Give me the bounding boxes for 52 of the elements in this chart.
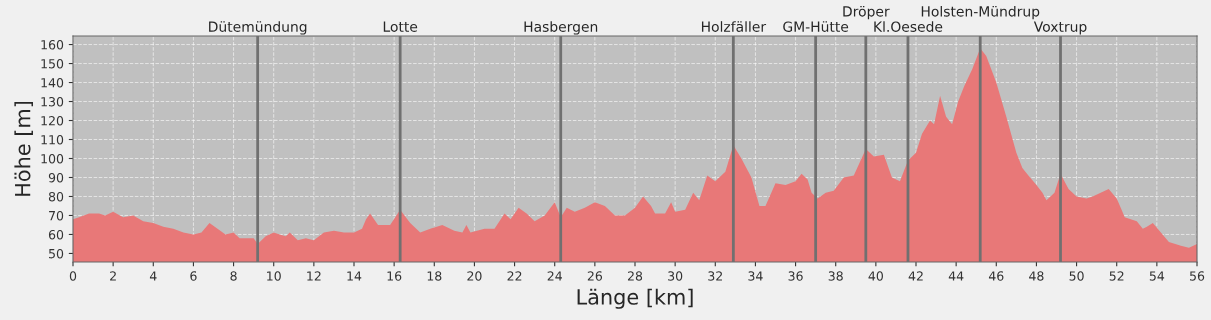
y-tick-label: 110 [41, 134, 64, 145]
x-tick-label: 24 [547, 271, 562, 281]
x-tick-label: 2 [110, 271, 116, 281]
x-tick-label: 38 [828, 271, 843, 281]
x-tick-label: 34 [748, 271, 763, 281]
y-tick-label: 50 [49, 248, 64, 259]
y-tick-label: 120 [41, 115, 64, 126]
x-tick-label: 4 [149, 271, 157, 281]
y-tick-label: 90 [48, 172, 64, 183]
ref-line-label: Hasbergen [524, 21, 598, 35]
y-tick-label: 100 [41, 153, 64, 164]
ref-line-label: GM-Hütte [783, 21, 849, 32]
x-tick-label: 36 [788, 271, 803, 281]
x-tick-label: 8 [230, 271, 237, 281]
x-tick-label: 6 [190, 271, 197, 281]
x-tick-label: 50 [1069, 271, 1084, 281]
x-tick-label: 48 [1029, 271, 1044, 281]
x-axis-title: Länge [km] [577, 288, 693, 309]
ref-line-label: Dröper [843, 5, 890, 20]
ref-line-label: Holzfäller [701, 21, 767, 32]
x-tick-label: 26 [587, 271, 603, 281]
x-tick-label: 22 [507, 271, 522, 281]
x-tick-label: 42 [908, 271, 923, 281]
x-tick-label: 40 [868, 271, 883, 281]
x-tick-label: 56 [1190, 271, 1205, 281]
x-tick-label: 44 [948, 271, 964, 281]
x-tick-label: 46 [988, 271, 1004, 281]
ref-line-label: Holsten-Mündrup [921, 5, 1040, 20]
y-axis-title: Höhe [m] [14, 101, 33, 196]
ref-line-label: Lotte [383, 21, 418, 32]
x-tick-label: 18 [427, 271, 442, 281]
x-tick-label: 20 [467, 271, 482, 281]
x-tick-label: 30 [668, 271, 683, 281]
y-tick-label: 150 [41, 59, 64, 69]
y-tick-label: 140 [41, 78, 64, 88]
x-tick-label: 52 [1109, 271, 1124, 281]
x-tick-label: 54 [1149, 271, 1165, 281]
x-tick-label: 14 [347, 271, 362, 281]
y-tick-label: 70 [49, 210, 64, 221]
y-tick-label: 160 [41, 40, 64, 50]
ref-line-label: Voxtrup [1033, 21, 1087, 35]
x-tick-label: 12 [307, 271, 321, 281]
x-tick-label: 32 [708, 271, 722, 281]
x-tick-label: 28 [627, 271, 643, 281]
y-tick-label: 60 [48, 229, 64, 240]
ref-line-label: Dütemündung [209, 21, 307, 35]
y-tick-label: 80 [48, 191, 64, 202]
x-tick-label: 16 [387, 271, 402, 281]
ref-line-label: Kl.Oesede [874, 21, 943, 32]
x-tick-label: 0 [69, 271, 77, 281]
x-tick-label: 10 [267, 271, 281, 281]
y-tick-label: 130 [41, 96, 64, 107]
